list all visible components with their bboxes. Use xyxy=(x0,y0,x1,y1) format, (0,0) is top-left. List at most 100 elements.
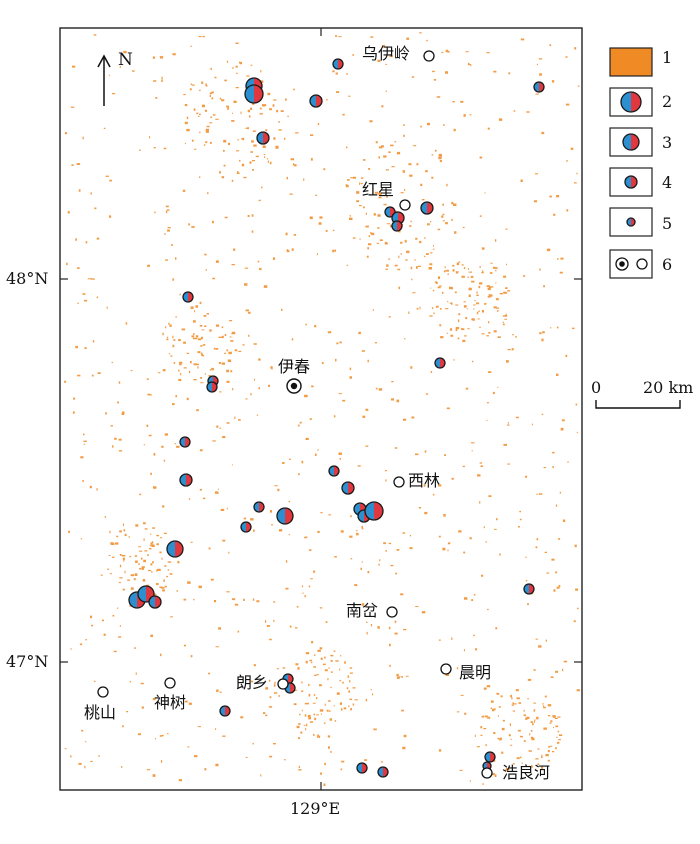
site-symbol-16 xyxy=(179,473,193,487)
site-symbol-9 xyxy=(391,220,403,232)
site-blue-half xyxy=(365,502,374,520)
place-taoshan: 桃山 xyxy=(84,703,117,722)
north-arrow-icon xyxy=(97,54,111,106)
site-outline xyxy=(244,84,264,104)
site-symbol-25 xyxy=(166,540,184,558)
place-wuyiling: 乌伊岭 xyxy=(362,44,411,63)
legend-symbol-2 xyxy=(620,91,642,113)
city-marker-inner xyxy=(290,382,298,390)
site-outline xyxy=(533,81,545,93)
map-frame xyxy=(59,27,583,791)
place-chenming: 晨明 xyxy=(459,663,492,682)
scale-zero: 0 xyxy=(591,378,602,397)
town-marker-xilin xyxy=(393,476,405,488)
legend-symbol-4 xyxy=(624,175,638,189)
legend-city-inner xyxy=(619,261,625,267)
site-symbol-29 xyxy=(523,583,535,595)
forest-patches xyxy=(64,32,580,786)
site-outline xyxy=(166,540,184,558)
site-outline xyxy=(341,481,355,495)
site-symbol-18 xyxy=(341,481,355,495)
legend-label-2: 2 xyxy=(662,92,673,111)
lat-label-47: 47°N xyxy=(6,652,49,671)
site-outline xyxy=(434,357,446,369)
site-outline xyxy=(309,94,323,108)
legend-symbol-5 xyxy=(626,217,636,227)
site-outline xyxy=(276,507,294,525)
site-symbol-36 xyxy=(377,766,389,778)
site-outline xyxy=(384,206,396,218)
site-outline xyxy=(620,91,642,113)
town-marker-hongxing xyxy=(399,199,411,211)
legend-town-marker xyxy=(636,258,648,270)
place-hongxing: 红星 xyxy=(362,180,395,199)
site-outline xyxy=(626,217,636,227)
scale-distance: 20 km xyxy=(643,378,694,397)
site-outline xyxy=(364,501,384,521)
site-blue-half xyxy=(277,508,285,524)
site-outline xyxy=(182,291,194,303)
site-symbol-35 xyxy=(356,762,368,774)
legend xyxy=(609,47,653,279)
site-outline xyxy=(391,220,403,232)
site-outline xyxy=(219,705,231,717)
lat-label-48: 48°N xyxy=(6,269,49,288)
town-marker-chenming xyxy=(440,663,452,675)
site-blue-half xyxy=(623,134,631,150)
site-symbol-11 xyxy=(182,291,194,303)
legend-label-5: 5 xyxy=(662,214,673,233)
site-blue-half xyxy=(129,592,137,608)
site-red-half xyxy=(175,541,183,557)
site-outline xyxy=(179,436,191,448)
legend-label-4: 4 xyxy=(662,173,673,192)
town-marker-shenshu xyxy=(164,677,176,689)
site-outline xyxy=(148,595,162,609)
site-outline xyxy=(420,201,434,215)
site-symbol-1 xyxy=(332,58,344,70)
town-marker-nancha xyxy=(386,606,398,618)
site-outline xyxy=(328,465,340,477)
legend-label-1: 1 xyxy=(662,48,673,67)
town-marker-haolianghe xyxy=(481,767,493,779)
town-markers xyxy=(97,50,493,779)
site-outline xyxy=(377,766,389,778)
site-outline xyxy=(484,751,496,763)
site-symbol-13 xyxy=(206,381,218,393)
site-symbol-4 xyxy=(244,84,264,104)
site-symbol-20 xyxy=(253,501,265,513)
place-haolianghe: 浩良河 xyxy=(502,763,551,782)
place-xilin: 西林 xyxy=(408,471,441,490)
site-outline xyxy=(356,762,368,774)
site-outline xyxy=(253,501,265,513)
site-blue-half xyxy=(621,92,631,112)
site-blue-half xyxy=(167,541,175,557)
forest-patch-layer xyxy=(64,32,580,786)
site-red-half xyxy=(374,502,383,520)
site-symbol-21 xyxy=(240,521,252,533)
legend-box-1 xyxy=(609,47,653,77)
site-symbol-14 xyxy=(434,357,446,369)
site-blue-half xyxy=(245,85,254,103)
site-red-half xyxy=(285,508,293,524)
legend-label-3: 3 xyxy=(662,133,673,152)
town-marker-taoshan xyxy=(97,686,109,698)
north-label: N xyxy=(118,50,133,70)
site-red-half xyxy=(631,92,641,112)
site-outline xyxy=(624,175,638,189)
site-symbol-5 xyxy=(309,94,323,108)
site-symbol-28 xyxy=(148,595,162,609)
site-symbol-19 xyxy=(276,507,294,525)
site-blue-half xyxy=(138,586,146,602)
site-symbol-2 xyxy=(533,81,545,93)
site-outline xyxy=(240,521,252,533)
legend-symbol-3 xyxy=(622,133,640,151)
town-marker-langxiang xyxy=(277,678,289,690)
place-nancha: 南岔 xyxy=(346,601,379,620)
legend-label-6: 6 xyxy=(662,255,673,274)
site-outline xyxy=(622,133,640,151)
scale-bar xyxy=(595,400,681,409)
place-shenshu: 神树 xyxy=(154,693,187,712)
site-symbol-15 xyxy=(179,436,191,448)
